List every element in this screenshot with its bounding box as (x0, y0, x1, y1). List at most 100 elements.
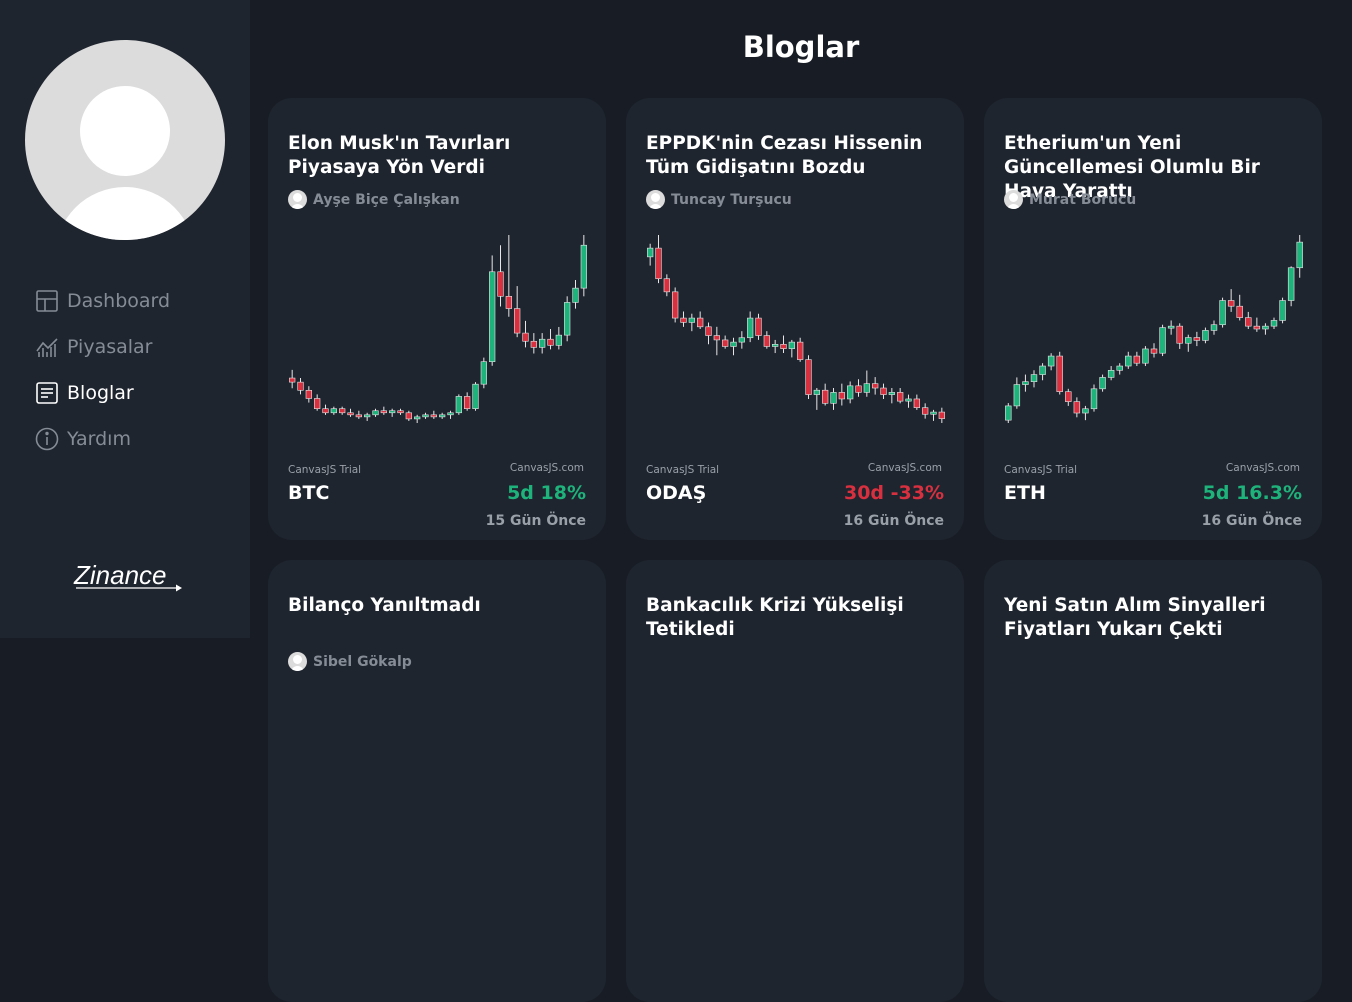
candle-body (788, 341, 795, 349)
candle-body (1005, 405, 1012, 421)
sidebar-item-bloglar[interactable]: Bloglar (34, 370, 170, 416)
profile-avatar[interactable] (25, 40, 225, 240)
candle-body (489, 271, 496, 362)
candle-body (722, 339, 729, 347)
sidebar-nav: Dashboard Piyasalar Bloglar Yardım (34, 278, 170, 462)
candle-body (572, 287, 579, 303)
candle-body (547, 338, 554, 346)
candle-body (555, 334, 562, 346)
candle-body (697, 317, 704, 328)
candle-body (347, 412, 354, 416)
chart-credit-link[interactable]: CanvasJS.com (867, 462, 942, 474)
sidebar-item-label: Yardım (67, 428, 131, 450)
candle-body (880, 387, 887, 395)
blog-card-title: Bilanço Yanıltmadı (288, 595, 481, 616)
sidebar: Dashboard Piyasalar Bloglar Yardım Zinan… (0, 0, 250, 638)
sidebar-item-label: Piyasalar (67, 336, 153, 358)
candle-body (1227, 300, 1235, 307)
blog-card-author: Ayşe Biçe Çalışkan (288, 190, 460, 209)
post-date: 16 Gün Önce (843, 513, 944, 529)
candle-body (1176, 325, 1183, 344)
candle-body (314, 398, 321, 409)
candle-body (672, 291, 679, 319)
logo-text: Zinance (73, 560, 167, 590)
price-change: 5d 16.3% (1202, 482, 1302, 504)
sidebar-item-piyasalar[interactable]: Piyasalar (34, 324, 170, 370)
blog-card-title: EPPDK'nin Cezası Hissenin Tüm Gidişatını… (646, 133, 923, 178)
author-name: Sibel Gökalp (313, 653, 412, 670)
blog-card[interactable]: Etherium'un Yeni Güncellemesi Olumlu Bir… (984, 98, 1322, 540)
ticker-symbol: ODAŞ (646, 482, 707, 504)
sidebar-item-yardim[interactable]: Yardım (34, 416, 170, 462)
candle-body (380, 410, 387, 414)
blog-card-author: Murat Borucu (1004, 190, 1136, 209)
candle-body (705, 326, 712, 336)
candle-body (1262, 325, 1269, 330)
chart-credit-link[interactable]: CanvasJS.com (509, 462, 584, 474)
candle-body (397, 410, 404, 414)
candle-body (1287, 267, 1295, 301)
candle-body (1142, 348, 1149, 364)
author-name: Murat Borucu (1029, 191, 1137, 208)
candle-body (1133, 355, 1141, 364)
candle-body (1270, 320, 1278, 327)
sidebar-item-label: Dashboard (67, 290, 171, 312)
author-name: Tuncay Turşucu (671, 191, 792, 208)
author-avatar-icon (646, 190, 665, 209)
sidebar-item-dashboard[interactable]: Dashboard (34, 278, 170, 324)
blog-card[interactable]: EPPDK'nin Cezası Hissenin Tüm Gidişatını… (626, 98, 964, 540)
candle-body (1185, 337, 1192, 344)
candle-body (738, 337, 745, 343)
candle-body (1150, 348, 1158, 354)
candle-body (464, 396, 471, 409)
candle-body (780, 344, 787, 349)
candle-body (805, 359, 812, 395)
post-date: 16 Gün Önce (1201, 513, 1302, 529)
main-content: Bloglar Elon Musk'ın Tavırları Piyasaya … (250, 0, 1352, 1002)
candle-body (414, 416, 421, 420)
zinance-logo[interactable]: Zinance (72, 556, 184, 594)
candle-body (355, 414, 362, 418)
candle-body (472, 383, 479, 409)
candle-body (1210, 324, 1218, 331)
blog-icon (34, 380, 60, 406)
chart-credit-link[interactable]: CanvasJS.com (1225, 462, 1300, 474)
avatar-head-shape (80, 86, 170, 176)
candle-body (855, 385, 862, 393)
candle-body (1193, 337, 1201, 341)
candle-body (647, 247, 654, 258)
candle-body (1236, 305, 1243, 318)
candle-body (1090, 388, 1098, 410)
candle-body (938, 411, 945, 419)
candle-body (713, 335, 720, 341)
candle-body (364, 414, 371, 418)
candle-body (539, 338, 546, 348)
blog-card[interactable]: Bankacılık Krizi Yükselişi Tetikledi (626, 560, 964, 1002)
page-title: Bloglar (742, 30, 860, 64)
candle-body (1107, 370, 1115, 378)
blog-card[interactable]: Bilanço Yanıltmadı Sibel Gökalp (268, 560, 606, 1002)
candle-body (455, 396, 462, 414)
blog-card[interactable]: Elon Musk'ın Tavırları Piyasaya Yön Verd… (268, 98, 606, 540)
info-icon (34, 426, 60, 452)
post-date: 15 Gün Önce (485, 513, 586, 529)
blog-card[interactable]: Yeni Satın Alım Sinyalleri Fiyatları Yuk… (984, 560, 1322, 1002)
candle-body (730, 341, 737, 347)
candle-body (430, 414, 437, 418)
avatar-body-shape (55, 187, 195, 240)
author-name: Ayşe Biçe Çalışkan (313, 191, 460, 208)
candle-body (480, 361, 487, 385)
candle-body (447, 412, 454, 416)
candle-body (663, 278, 670, 293)
candle-body (1202, 330, 1209, 341)
candle-body (422, 414, 429, 418)
candle-body (905, 398, 912, 402)
blog-card-title: Elon Musk'ın Tavırları Piyasaya Yön Verd… (288, 133, 511, 178)
candle-body (797, 341, 804, 360)
candle-body (405, 412, 412, 420)
candle-body (1022, 381, 1029, 385)
candle-body (1279, 300, 1286, 321)
candle-body (847, 385, 854, 400)
candle-body (772, 344, 779, 347)
candle-body (763, 335, 770, 347)
